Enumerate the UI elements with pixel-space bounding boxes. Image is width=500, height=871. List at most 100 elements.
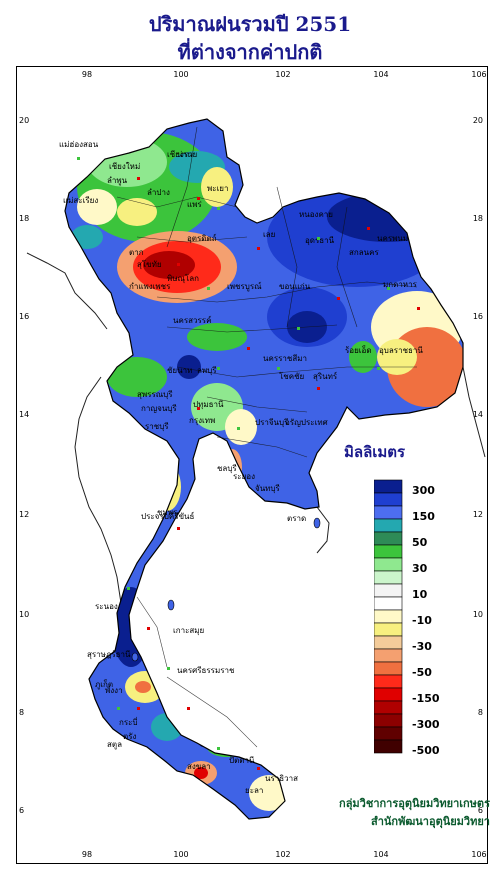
province-label: ตราด xyxy=(287,514,306,523)
station-marker xyxy=(257,247,260,250)
credit-line-2: สำนักพัฒนาอุตุนิยมวิทยา xyxy=(371,815,490,828)
legend-swatch xyxy=(374,674,403,689)
station-marker xyxy=(317,237,320,240)
station-markers xyxy=(77,157,420,770)
station-marker xyxy=(207,287,210,290)
map-frame: 98 98 100 100 102 102 104 104 106 106 20 20 18 18 16 16… xyxy=(16,66,488,864)
y-tick-right: 16 xyxy=(473,312,483,321)
station-marker xyxy=(277,367,280,370)
legend-swatch xyxy=(374,739,403,754)
legend-swatch xyxy=(374,635,403,650)
province-label: เชียงราย xyxy=(167,150,197,159)
legend-label: -300 xyxy=(412,718,440,731)
legend-label: 30 xyxy=(412,562,428,575)
province-label: พังงา xyxy=(105,686,123,695)
province-label: พิษณุโลก xyxy=(167,273,199,283)
legend: 300 150 50 30 10 -10 -30 -50 -150 -300 -500 xyxy=(374,479,440,757)
province-label: นครศรีธรรมราช xyxy=(177,666,235,675)
province-label: ภูเก็ต xyxy=(95,679,113,690)
legend-swatch xyxy=(374,583,403,598)
y-tick-right: 8 xyxy=(478,708,483,717)
station-marker xyxy=(217,747,220,750)
station-marker xyxy=(197,197,200,200)
legend-swatch xyxy=(374,518,403,533)
station-marker xyxy=(137,707,140,710)
y-tick-left: 6 xyxy=(19,806,24,815)
y-tick-right: 20 xyxy=(473,116,483,125)
station-marker xyxy=(387,287,390,290)
y-tick-left: 8 xyxy=(19,708,24,717)
province-label: ตาก xyxy=(129,248,144,257)
y-tick-left: 16 xyxy=(19,312,29,321)
province-label: สกลนคร xyxy=(349,248,379,257)
province-label: กรุงเทพ xyxy=(189,416,215,425)
province-label: เชียงใหม่ xyxy=(109,162,140,171)
province-label: เกาะสมุย xyxy=(173,626,204,635)
province-label: ลำพูน xyxy=(107,176,128,186)
legend-swatch xyxy=(374,479,403,494)
station-marker xyxy=(417,307,420,310)
province-label: ขอนแก่น xyxy=(279,282,311,291)
y-tick-left: 12 xyxy=(19,510,29,519)
province-label: สุโขทัย xyxy=(137,259,162,269)
x-tick-bottom: 98 xyxy=(82,850,92,859)
legend-label: 10 xyxy=(412,588,428,601)
station-marker xyxy=(377,367,380,370)
province-label: น่าน xyxy=(177,150,193,159)
station-marker xyxy=(147,627,150,630)
legend-swatch xyxy=(374,661,403,676)
y-tick-left: 10 xyxy=(19,610,29,619)
legend-swatch xyxy=(374,648,403,663)
station-marker xyxy=(127,587,130,590)
legend-swatch xyxy=(374,544,403,559)
province-label: อุตรดิตถ์ xyxy=(187,233,217,243)
y-tick-right: 12 xyxy=(473,510,483,519)
y-tick-left: 18 xyxy=(19,214,29,223)
province-label: กำแพงเพชร xyxy=(129,282,171,291)
province-label: แพร่ xyxy=(187,200,202,209)
y-tick-right: 10 xyxy=(473,610,483,619)
legend-swatch xyxy=(374,622,403,637)
y-tick-left: 20 xyxy=(19,116,29,125)
legend-label: -500 xyxy=(412,744,440,757)
province-label: อุดรธานี xyxy=(305,236,335,245)
station-marker xyxy=(217,207,220,210)
province-label: โชคชัย xyxy=(279,371,304,381)
legend-label: 300 xyxy=(412,484,435,497)
thailand-outline xyxy=(64,118,464,820)
province-label: ลำปาง xyxy=(147,188,170,197)
province-label: ร้อยเอ็ด xyxy=(345,345,372,355)
station-marker xyxy=(367,227,370,230)
station-marker xyxy=(187,707,190,710)
province-label: กาญจนบุรี xyxy=(141,404,177,413)
map-title: ปริมาณฝนรวมปี 2551 xyxy=(148,12,352,36)
legend-swatch xyxy=(374,726,403,741)
laos-border-line xyxy=(462,366,486,458)
station-marker xyxy=(177,263,180,266)
island-chang xyxy=(313,517,321,529)
x-tick-bottom: 100 xyxy=(173,850,188,859)
station-marker xyxy=(217,367,220,370)
y-tick-right: 14 xyxy=(473,410,483,419)
province-label: สุพรรณบุรี xyxy=(137,390,173,399)
province-label: สุรินทร์ xyxy=(313,371,338,381)
x-tick-top: 102 xyxy=(275,70,290,79)
province-label: ลพบุรี xyxy=(197,366,217,375)
y-tick-right: 18 xyxy=(473,214,483,223)
myanmar-coast-line xyxy=(74,376,122,604)
legend-unit: มิลลิเมตร xyxy=(344,443,406,461)
legend-swatch xyxy=(374,596,403,611)
legend-label: -10 xyxy=(412,614,432,627)
myanmar-border-line xyxy=(26,252,108,330)
x-tick-top: 104 xyxy=(373,70,388,79)
island-samui xyxy=(167,599,175,611)
station-marker xyxy=(77,157,80,160)
province-label: นราธิวาส xyxy=(265,774,298,783)
station-marker xyxy=(117,707,120,710)
province-label: ชุมพร xyxy=(157,508,178,517)
legend-swatch xyxy=(374,505,403,520)
legend-swatch xyxy=(374,492,403,507)
legend-swatch xyxy=(374,713,403,728)
